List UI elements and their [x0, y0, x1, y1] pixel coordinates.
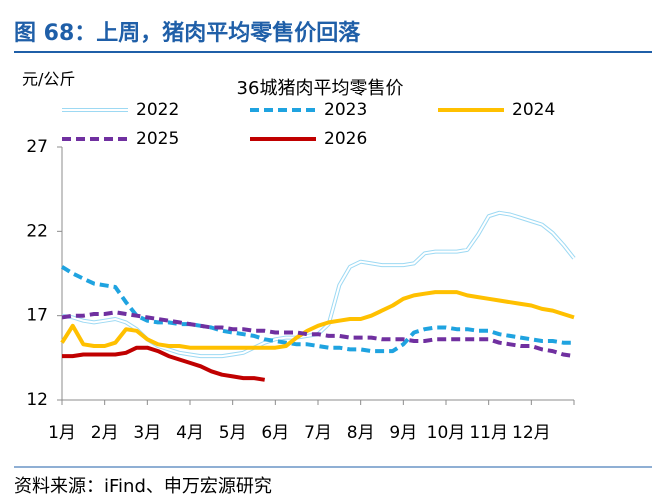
series-line	[61, 310, 575, 359]
x-tick-label: 12月	[512, 423, 551, 443]
x-tick-label: 6月	[261, 423, 289, 443]
source-note: 资料来源：iFind、申万宏源研究	[14, 476, 272, 497]
x-tick-label: 4月	[176, 423, 204, 443]
series-line	[60, 290, 575, 350]
y-tick-label: 17	[26, 306, 48, 326]
y-tick-label: 22	[26, 221, 48, 241]
x-tick-label: 2月	[91, 423, 119, 443]
legend-label: 2026	[324, 129, 367, 149]
y-tick-label: 12	[26, 390, 48, 410]
x-tick-label: 8月	[347, 423, 375, 443]
x-tick-label: 9月	[389, 423, 417, 443]
legend-label: 2024	[512, 100, 555, 120]
x-tick-label: 5月	[219, 423, 247, 443]
y-tick-label: 27	[26, 137, 48, 157]
chart-title: 36城猪肉平均零售价	[237, 78, 404, 99]
series-line	[62, 345, 266, 382]
legend-label: 2023	[324, 100, 367, 120]
figure-title: 图 68：上周，猪肉平均零售价回落	[14, 20, 361, 46]
x-tick-label: 7月	[304, 423, 332, 443]
series-line	[60, 265, 574, 354]
legend-label: 2022	[136, 100, 179, 120]
x-tick-label: 11月	[469, 423, 508, 443]
x-tick-label: 10月	[427, 423, 466, 443]
legend-label: 2025	[136, 129, 179, 149]
y-axis-label: 元/公斤	[22, 70, 75, 89]
x-tick-label: 3月	[133, 423, 161, 443]
x-tick-label: 1月	[48, 423, 76, 443]
